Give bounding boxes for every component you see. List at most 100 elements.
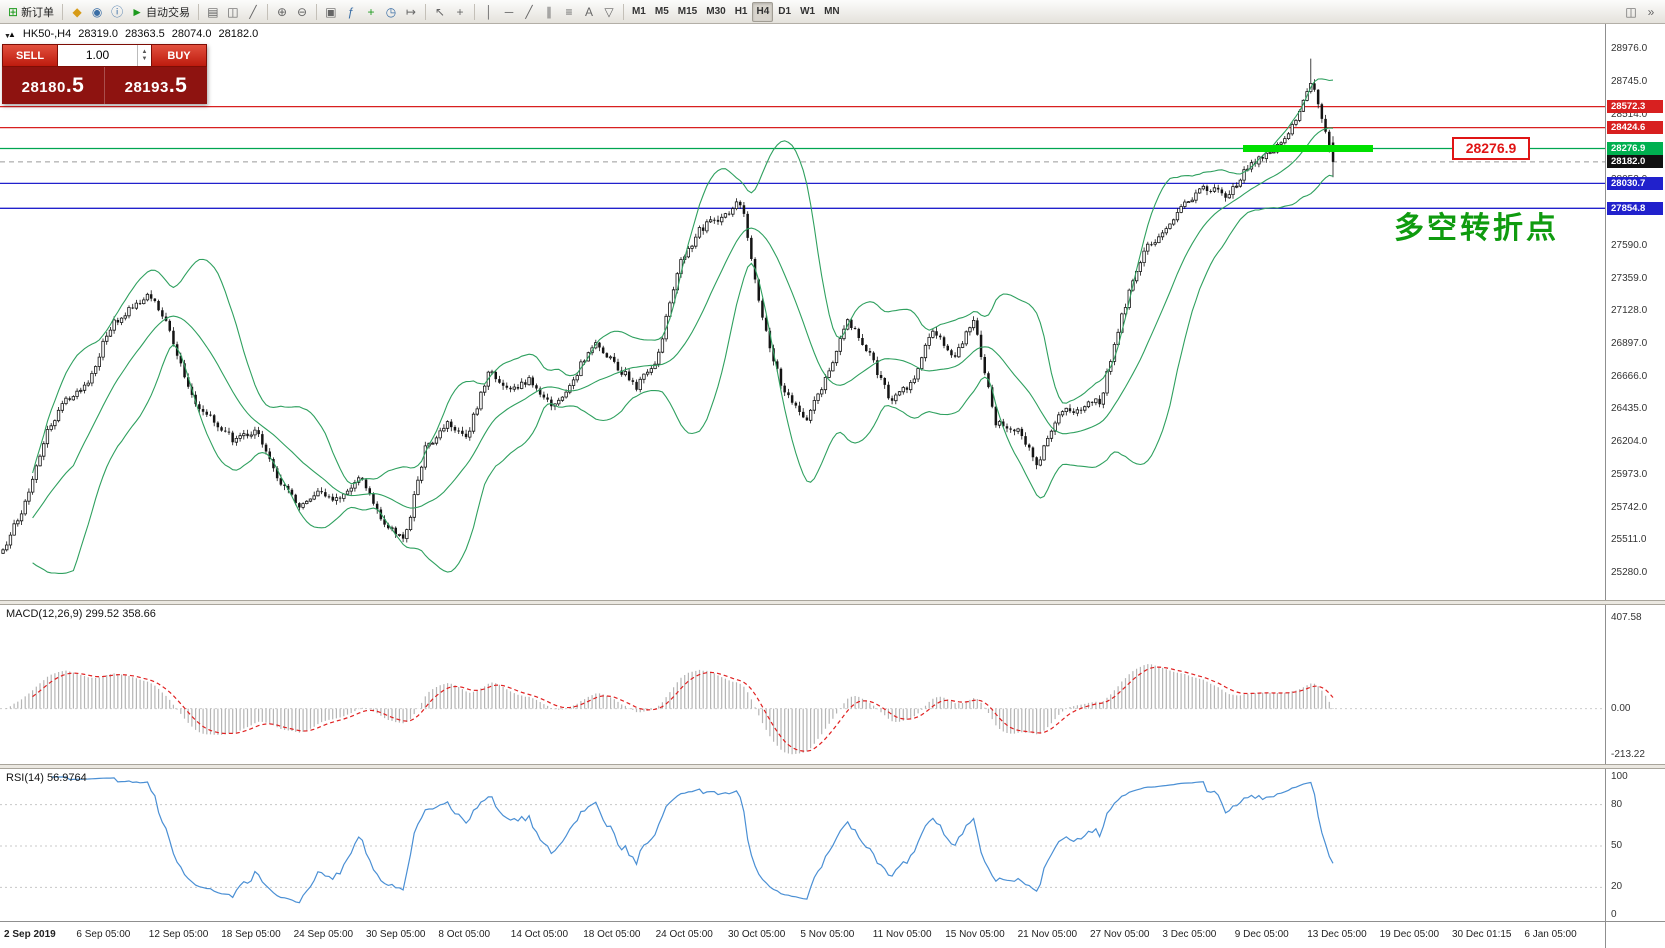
price-axis-label: 25742.0: [1611, 501, 1648, 513]
line-chart-button[interactable]: ╱: [243, 2, 263, 22]
bull-candles: [1, 83, 1313, 554]
indicator-list-button[interactable]: ƒ: [341, 2, 361, 22]
dock-window-button[interactable]: ◫: [1621, 2, 1641, 22]
text-tool-button[interactable]: A: [579, 2, 599, 22]
period-clock-icon: ◷: [385, 4, 397, 19]
channel-button[interactable]: ∥: [539, 2, 559, 22]
volume-spinner[interactable]: ▲ ▼: [137, 45, 151, 66]
price-level-tag[interactable]: 28182.0: [1607, 155, 1663, 169]
time-axis-label: 27 Nov 05:00: [1090, 929, 1150, 940]
vertical-line-button[interactable]: │: [479, 2, 499, 22]
chart-title: ▲ HK50-,H4 28319.0 28363.5 28074.0 28182…: [8, 28, 258, 40]
price-level-tag[interactable]: 28030.7: [1607, 176, 1663, 190]
pane-splitter[interactable]: [0, 600, 1665, 605]
fibonacci-button[interactable]: ≡: [559, 2, 579, 22]
macd-axis-label: 407.58: [1611, 612, 1642, 623]
bid-price[interactable]: 28180.5: [21, 73, 85, 97]
time-axis-label: 14 Oct 05:00: [510, 929, 569, 940]
rsi-axis-label: 80: [1611, 798, 1623, 810]
toolbar: ⊞ 新订单 ◆ ◉ ⓘ ► 自动交易 ▤ ◫ ╱ ⊕ ⊖ ▣ ƒ + ◷ ↦: [0, 0, 1665, 24]
timeframe-m5-button[interactable]: M5: [651, 2, 673, 22]
crosshair-button[interactable]: +: [450, 2, 470, 22]
autotrading-button[interactable]: ► 自动交易: [127, 2, 194, 22]
time-axis-label: 21 Nov 05:00: [1017, 929, 1078, 940]
time-axis-border: [0, 921, 1665, 922]
timeframe-m30-button[interactable]: M30: [702, 2, 729, 22]
tile-windows-button[interactable]: ▣: [321, 2, 341, 22]
zoom-out-button[interactable]: ⊖: [292, 2, 312, 22]
sell-button[interactable]: SELL: [2, 44, 58, 67]
volume-down-icon[interactable]: ▼: [141, 55, 148, 62]
rsi-axis-label: 0: [1611, 909, 1617, 920]
pane-splitter[interactable]: [0, 764, 1665, 769]
timeframe-h4-button[interactable]: H4: [752, 1, 774, 22]
new-order-icon: ⊞: [8, 4, 19, 19]
new-order-button[interactable]: ⊞ 新订单: [4, 2, 58, 22]
time-axis-label: 24 Sep 05:00: [293, 929, 354, 940]
toolbar-separator: [424, 3, 426, 20]
toolbar-separator: [266, 3, 268, 20]
add-indicator-button[interactable]: +: [361, 2, 381, 22]
timeframe-m1-button[interactable]: M1: [628, 2, 650, 22]
time-axis-label: 6 Jan 05:00: [1524, 929, 1577, 940]
timeframe-w1-button[interactable]: W1: [796, 2, 819, 22]
arrow-tool-button[interactable]: ▽: [599, 2, 619, 22]
channel-icon: ∥: [545, 4, 552, 19]
price-level-tag[interactable]: 28424.6: [1607, 121, 1663, 135]
macd-indicator-label: MACD(12,26,9) 299.52 358.66: [6, 608, 156, 620]
cursor-button[interactable]: ↖: [430, 2, 450, 22]
timeframe-m15-button[interactable]: M15: [674, 2, 701, 22]
price-axis-label: 25973.0: [1611, 468, 1648, 480]
price-axis-label: 26204.0: [1611, 436, 1648, 448]
chart-shift-button[interactable]: ↦: [401, 2, 421, 22]
metaquotes-button[interactable]: ◆: [67, 2, 87, 22]
candlestick-chart-button[interactable]: ◫: [223, 2, 243, 22]
price-axis-label: 27359.0: [1611, 272, 1648, 284]
period-button[interactable]: ◷: [381, 2, 401, 22]
support-zone-segment[interactable]: [1243, 145, 1373, 152]
bollinger-middle-band: [32, 127, 1334, 519]
horizontal-line-button[interactable]: ─: [499, 2, 519, 22]
volume-value[interactable]: 1.00: [85, 48, 110, 62]
vertical-line-icon: │: [485, 4, 493, 19]
timeframe-d1-button[interactable]: D1: [774, 2, 795, 22]
toolbar-more-button[interactable]: »: [1641, 2, 1661, 22]
collapse-panel-icon[interactable]: ▼: [4, 33, 11, 40]
price-axis-label: 26897.0: [1611, 338, 1648, 349]
volume-stepper[interactable]: 1.00 ▲ ▼: [58, 44, 151, 67]
bar-chart-button[interactable]: ▤: [203, 2, 223, 22]
rsi-axis-label: 50: [1611, 840, 1623, 851]
macd-axis-label: -213.22: [1611, 749, 1645, 760]
toolbar-separator: [473, 3, 475, 20]
info-button[interactable]: ⓘ: [107, 2, 127, 22]
rsi-line: [51, 776, 1334, 904]
price-axis-label: 27590.0: [1611, 239, 1648, 251]
price-level-tag[interactable]: 28276.9: [1607, 141, 1663, 155]
ask-price[interactable]: 28193.5: [124, 73, 188, 97]
crosshair-icon: +: [456, 4, 464, 19]
time-axis-label: 6 Sep 05:00: [76, 929, 131, 940]
annotation-text[interactable]: 多空转折点: [1394, 212, 1559, 245]
buy-button[interactable]: BUY: [151, 44, 207, 67]
price-level-tag[interactable]: 27854.8: [1607, 201, 1663, 215]
info-icon: ⓘ: [111, 4, 124, 19]
zoom-in-button[interactable]: ⊕: [272, 2, 292, 22]
timeframe-mn-button[interactable]: MN: [820, 2, 844, 22]
trendline-button[interactable]: ╱: [519, 2, 539, 22]
market-watch-button[interactable]: ◉: [87, 2, 107, 22]
price-axis-label: 25511.0: [1611, 534, 1647, 546]
price-level-tag[interactable]: 28572.3: [1607, 100, 1663, 114]
volume-up-icon[interactable]: ▲: [141, 48, 148, 55]
rsi-value: 56.9764: [46, 772, 87, 784]
price-callout-label[interactable]: 28276.9: [1452, 137, 1530, 160]
time-axis-label: 5 Nov 05:00: [800, 929, 855, 940]
time-axis-label: 13 Dec 05:00: [1307, 929, 1367, 940]
ohlc-low: 28074.0: [171, 28, 212, 40]
timeframe-h1-button[interactable]: H1: [731, 2, 752, 22]
time-axis-label: 12 Sep 05:00: [148, 929, 209, 940]
time-axis-label: 2 Sep 2019: [4, 929, 56, 940]
text-tool-icon: A: [584, 4, 593, 19]
time-axis-label: 19 Dec 05:00: [1379, 929, 1440, 940]
time-axis-label: 30 Dec 01:15: [1452, 929, 1512, 940]
